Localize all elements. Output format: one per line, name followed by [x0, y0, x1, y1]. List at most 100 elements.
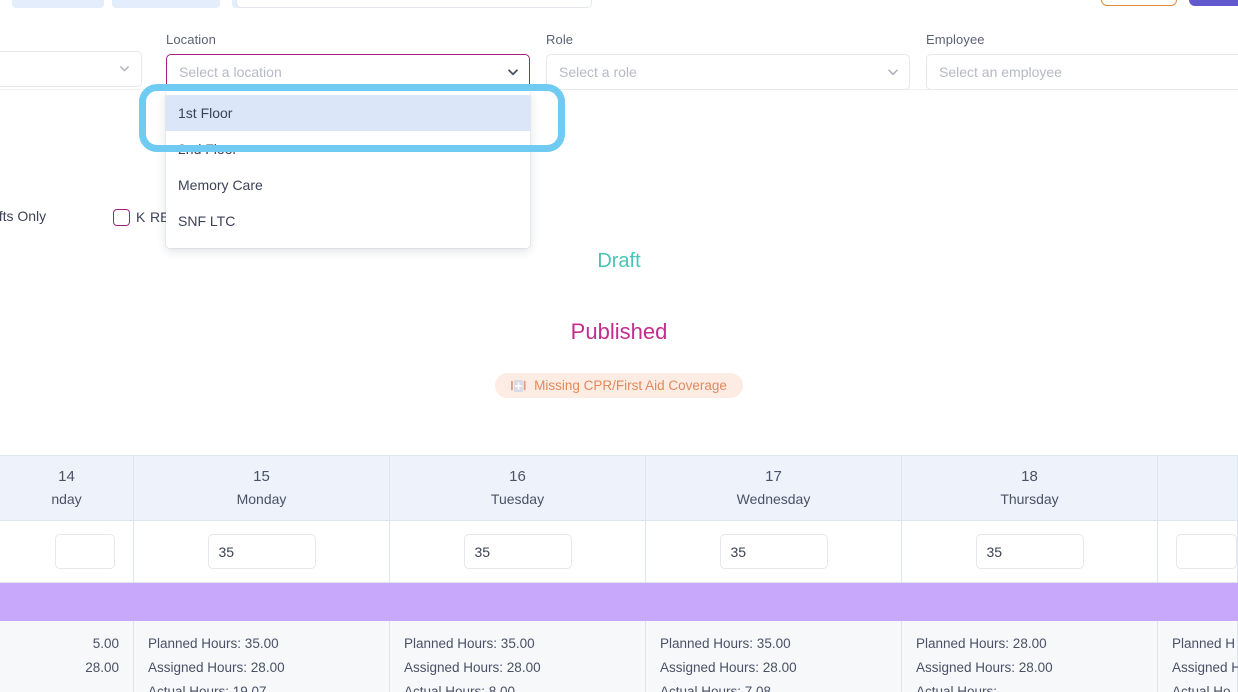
hours-input[interactable]: 35: [719, 534, 828, 569]
filter-field-role: Role Select a role: [546, 32, 910, 90]
hours-input[interactable]: [1176, 534, 1237, 569]
status-badge-text: Missing CPR/First Aid Coverage: [534, 378, 727, 393]
calendar-day: Thursday: [1000, 491, 1059, 507]
chevron-down-icon[interactable]: [507, 66, 518, 77]
hours-cell: [1158, 521, 1238, 582]
dropdown-item-1st-floor[interactable]: 1st Floor: [166, 95, 530, 131]
calendar-day: Tuesday: [490, 491, 545, 507]
status-badge[interactable]: Missing CPR/First Aid Coverage: [495, 373, 743, 398]
assigned-hours: 28.00: [85, 660, 119, 675]
calendar-day: Wednesday: [736, 491, 811, 507]
location-dropdown-menu: 1st Floor 2nd Floor Memory Care SNF LTC: [166, 90, 530, 248]
planned-hours: Planned Hours: 35.00: [148, 636, 279, 651]
hours-cell: 35: [134, 521, 390, 582]
actual-hours: Actual Hours: 19.07: [148, 684, 267, 692]
chevron-down-icon: [119, 63, 130, 74]
summary-cell: Planned Hours: 35.00 Assigned Hours: 28.…: [390, 621, 646, 692]
calendar-hours-input-row: 35 35 35 35: [0, 521, 1238, 583]
calendar-date: 17: [765, 468, 782, 485]
assigned-hours: Assigned H: [1172, 660, 1238, 675]
planned-hours: Planned H: [1172, 636, 1236, 651]
hours-cell: 35: [390, 521, 646, 582]
actual-hours: Actual Hours:: [916, 684, 998, 692]
summary-cell: Planned H Assigned H Actual Ho: [1158, 621, 1238, 692]
hours-input[interactable]: 35: [207, 534, 316, 569]
published-shifts-only-label: lished Shifts Only: [0, 208, 47, 224]
first-aid-kit-icon: [511, 379, 526, 393]
summary-cell: 5.00 28.00: [0, 621, 134, 692]
assigned-hours: Assigned Hours: 28.00: [660, 660, 797, 675]
calendar-date: 14: [58, 468, 75, 485]
hours-cell: [0, 521, 134, 582]
actual-hours: Actual Hours: 7.08: [660, 684, 772, 692]
calendar-date: 16: [509, 468, 526, 485]
calendar-day: Monday: [236, 491, 287, 507]
summary-cell: Planned Hours: 35.00 Assigned Hours: 28.…: [134, 621, 390, 692]
calendar-header-cell[interactable]: 16 Tuesday: [390, 456, 646, 520]
calendar-header-cell[interactable]: [1158, 456, 1238, 520]
summary-cell: Planned Hours: 35.00 Assigned Hours: 28.…: [646, 621, 902, 692]
planned-hours: Planned Hours: 28.00: [916, 636, 1047, 651]
hours-input[interactable]: 35: [975, 534, 1084, 569]
toolbar-chip-2[interactable]: [112, 0, 220, 8]
dropdown-item-label: Memory Care: [178, 177, 263, 193]
re-label: RE: [150, 209, 170, 225]
location-select[interactable]: Select a location: [166, 54, 530, 90]
role-placeholder: Select a role: [559, 64, 637, 80]
dropdown-item-2nd-floor[interactable]: 2nd Floor: [166, 131, 530, 167]
warning-badge-wrap: Missing CPR/First Aid Coverage: [0, 373, 1238, 398]
role-select[interactable]: Select a role: [546, 54, 910, 90]
assigned-hours: Assigned Hours: 28.00: [916, 660, 1053, 675]
planned-hours: 5.00: [92, 636, 119, 651]
assigned-hours: Assigned Hours: 28.00: [404, 660, 541, 675]
calendar-header-cell[interactable]: 14 nday: [0, 456, 134, 520]
calendar-summary-row: 5.00 28.00 Planned Hours: 35.00 Assigned…: [0, 621, 1238, 692]
toolbar-primary-button[interactable]: [1189, 0, 1238, 6]
role-label: Role: [546, 32, 574, 47]
status-draft-label: Draft: [597, 250, 641, 272]
calendar-header-cell[interactable]: 15 Monday: [134, 456, 390, 520]
summary-cell: Planned Hours: 28.00 Assigned Hours: 28.…: [902, 621, 1158, 692]
k-label: K: [136, 209, 146, 225]
toolbar-secondary-button[interactable]: [1101, 0, 1177, 6]
employee-placeholder: Select an employee: [939, 64, 1062, 80]
status-published-label: Published: [570, 319, 668, 344]
calendar-day: nday: [51, 491, 82, 507]
hours-cell: 35: [646, 521, 902, 582]
shift-band-row[interactable]: [0, 583, 1238, 621]
dropdown-item-snf-ltc[interactable]: SNF LTC: [166, 203, 530, 239]
calendar-header-cell[interactable]: 18 Thursday: [902, 456, 1158, 520]
planned-hours: Planned Hours: 35.00: [404, 636, 535, 651]
employee-label: Employee: [926, 32, 985, 47]
actual-hours: Actual Hours: 8.00: [404, 684, 516, 692]
filter-field-employee: Employee Select an employee: [926, 32, 1238, 90]
hours-input[interactable]: 35: [463, 534, 572, 569]
top-toolbar-clipped: [0, 0, 1238, 9]
location-placeholder: Select a location: [179, 64, 282, 80]
toolbar-search-input[interactable]: [236, 0, 592, 8]
planned-hours: Planned Hours: 35.00: [660, 636, 791, 651]
dropdown-item-memory-care[interactable]: Memory Care: [166, 167, 530, 203]
filter-field-left-partial: [0, 51, 142, 87]
actual-hours: Actual Ho: [1172, 684, 1231, 692]
hours-input[interactable]: [55, 534, 115, 569]
calendar-header-row: 14 nday 15 Monday 16 Tuesday 17 Wednesda…: [0, 455, 1238, 521]
calendar-header-cell[interactable]: 17 Wednesday: [646, 456, 902, 520]
published-shifts-only-checkbox[interactable]: [113, 209, 130, 226]
filter-field-location: Location Select a location: [166, 32, 530, 90]
calendar-date: 15: [253, 468, 270, 485]
dropdown-item-label: 2nd Floor: [178, 141, 238, 157]
calendar-date: 18: [1021, 468, 1038, 485]
hours-cell: 35: [902, 521, 1158, 582]
employee-select[interactable]: Select an employee: [926, 54, 1238, 90]
dropdown-item-label: 1st Floor: [178, 105, 233, 121]
assigned-hours: Assigned Hours: 28.00: [148, 660, 285, 675]
chevron-down-icon[interactable]: [887, 66, 898, 77]
filter-options-row: lished Shifts Only K RE: [0, 100, 1238, 226]
dropdown-item-label: SNF LTC: [178, 213, 236, 229]
left-select[interactable]: [0, 51, 142, 87]
schedule-calendar: 14 nday 15 Monday 16 Tuesday 17 Wednesda…: [0, 455, 1238, 692]
filter-bar: Location Select a location Role Select a…: [0, 9, 1238, 90]
toolbar-chip-1[interactable]: [12, 0, 104, 8]
